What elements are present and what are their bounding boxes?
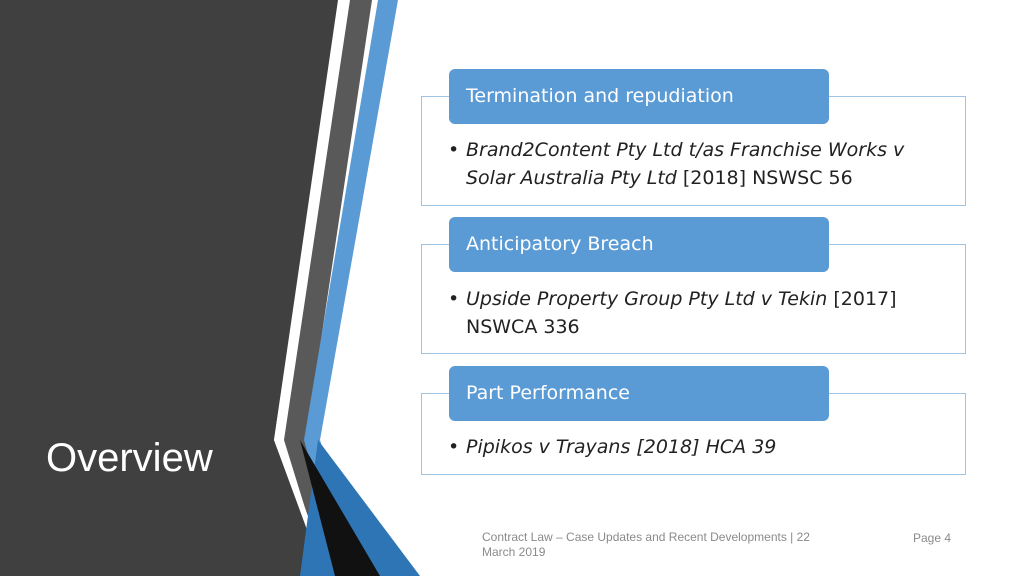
case-name-italic: Pipikos v Trayans [2018] HCA 39 bbox=[466, 436, 777, 458]
case-entry-2: • Upside Property Group Pty Ltd v Tekin … bbox=[448, 285, 925, 341]
bullet-icon: • bbox=[448, 288, 460, 310]
section-heading-anticipatory-breach: Anticipatory Breach bbox=[449, 217, 829, 272]
sidebar-background bbox=[0, 0, 340, 576]
case-entry-1: • Brand2Content Pty Ltd t/as Franchise W… bbox=[448, 136, 925, 192]
section-heading-part-performance: Part Performance bbox=[449, 366, 829, 421]
footer-text: Contract Law – Case Updates and Recent D… bbox=[482, 530, 810, 559]
page-number: Page 4 bbox=[913, 531, 952, 545]
section-heading-termination: Termination and repudiation bbox=[449, 69, 829, 124]
case-citation: [2017] NSWCA 336 bbox=[466, 288, 897, 338]
bullet-icon: • bbox=[448, 139, 460, 161]
case-entry-3: • Pipikos v Trayans [2018] HCA 39 bbox=[448, 433, 925, 461]
slide-title: Overview bbox=[46, 436, 213, 480]
bullet-icon: • bbox=[448, 436, 460, 458]
case-citation: [2018] NSWSC 56 bbox=[676, 167, 853, 189]
case-name-italic: Upside Property Group Pty Ltd v Tekin bbox=[466, 288, 828, 310]
case-name-italic: Brand2Content Pty Ltd t/as Franchise Wor… bbox=[466, 139, 905, 189]
black-wedge bbox=[300, 440, 380, 576]
